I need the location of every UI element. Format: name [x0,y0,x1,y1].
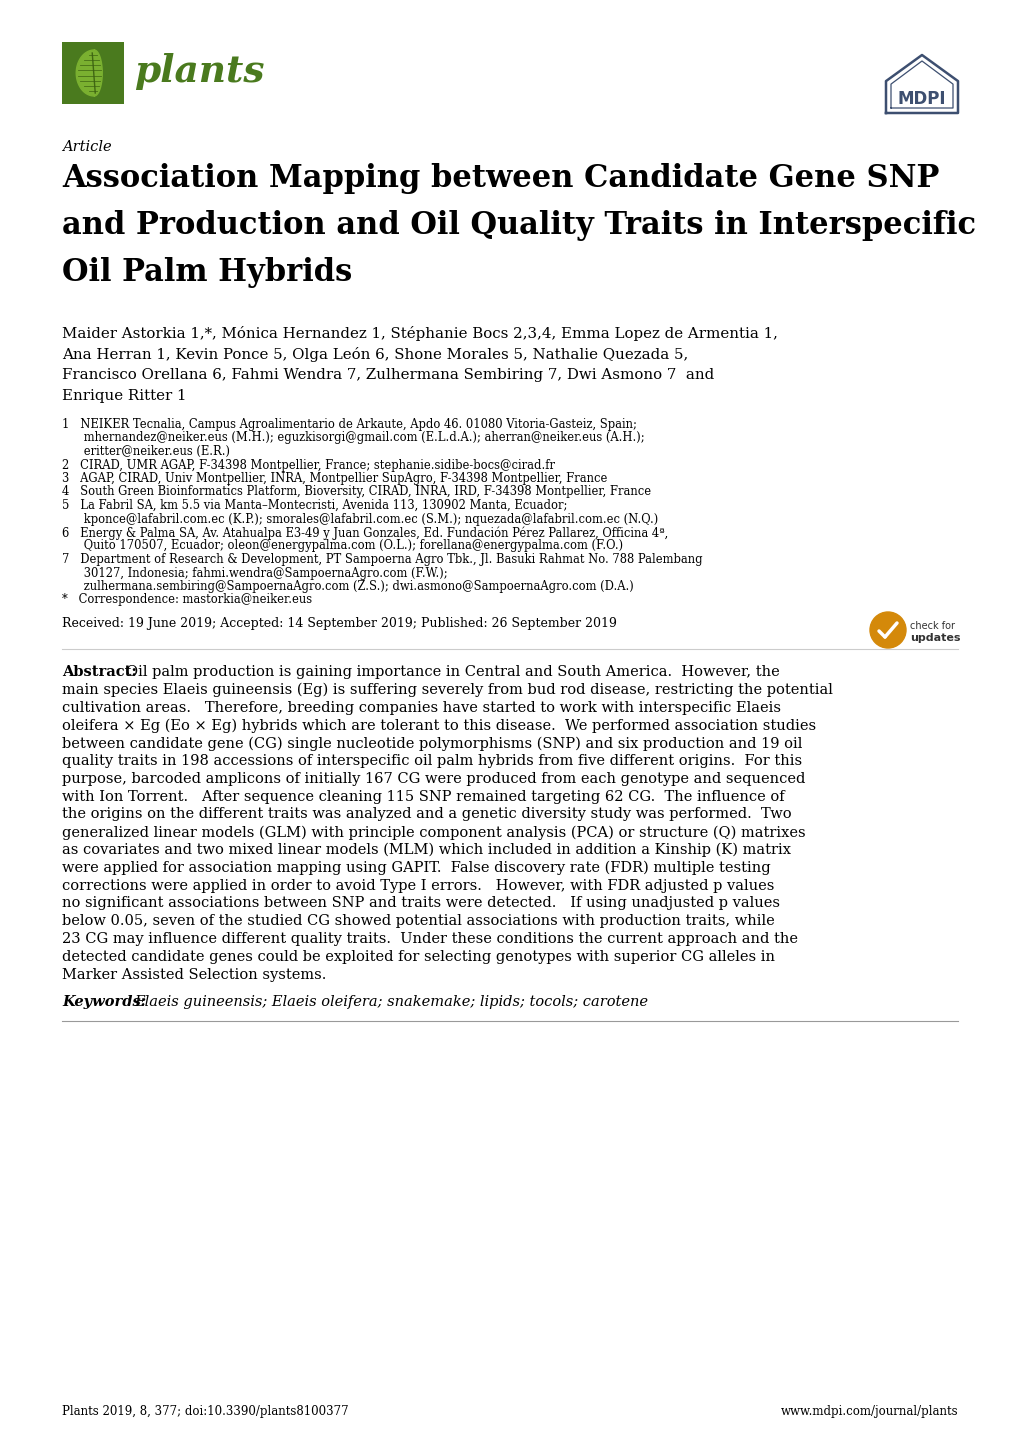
Text: below 0.05, seven of the studied CG showed potential associations with productio: below 0.05, seven of the studied CG show… [62,914,774,929]
Text: 4   South Green Bioinformatics Platform, Bioversity, CIRAD, INRA, IRD, F-34398 M: 4 South Green Bioinformatics Platform, B… [62,486,650,499]
Text: Received: 19 June 2019; Accepted: 14 September 2019; Published: 26 September 201: Received: 19 June 2019; Accepted: 14 Sep… [62,617,616,630]
Text: Elaeis guineensis; Elaeis oleifera; snakemake; lipids; tocols; carotene: Elaeis guineensis; Elaeis oleifera; snak… [133,995,647,1009]
Text: the origins on the different traits was analyzed and a genetic diversity study w: the origins on the different traits was … [62,808,791,822]
Text: with Ion Torrent.   After sequence cleaning 115 SNP remained targeting 62 CG.  T: with Ion Torrent. After sequence cleanin… [62,790,784,803]
Text: check for: check for [909,622,954,632]
Text: 23 CG may influence different quality traits.  Under these conditions the curren: 23 CG may influence different quality tr… [62,932,797,946]
Text: cultivation areas.   Therefore, breeding companies have started to work with int: cultivation areas. Therefore, breeding c… [62,701,781,715]
Text: and Production and Oil Quality Traits in Interspecific: and Production and Oil Quality Traits in… [62,211,975,241]
FancyBboxPatch shape [62,42,124,104]
Text: were applied for association mapping using GAPIT.  False discovery rate (FDR) mu: were applied for association mapping usi… [62,861,770,875]
Text: Abstract:: Abstract: [62,665,137,679]
Text: generalized linear models (GLM) with principle component analysis (PCA) or struc: generalized linear models (GLM) with pri… [62,825,805,839]
Text: Francisco Orellana 6, Fahmi Wendra 7, Zulhermana Sembiring 7, Dwi Asmono 7  and: Francisco Orellana 6, Fahmi Wendra 7, Zu… [62,368,713,382]
Text: no significant associations between SNP and traits were detected.   If using una: no significant associations between SNP … [62,897,780,910]
Text: detected candidate genes could be exploited for selecting genotypes with superio: detected candidate genes could be exploi… [62,950,774,963]
Text: mhernandez@neiker.eus (M.H.); eguzkisorgi@gmail.com (E.L.d.A.); aherran@neiker.e: mhernandez@neiker.eus (M.H.); eguzkisorg… [62,431,644,444]
Text: eritter@neiker.eus (E.R.): eritter@neiker.eus (E.R.) [62,446,229,459]
Text: Marker Assisted Selection systems.: Marker Assisted Selection systems. [62,968,326,982]
Text: 3   AGAP, CIRAD, Univ Montpellier, INRA, Montpellier SupAgro, F-34398 Montpellie: 3 AGAP, CIRAD, Univ Montpellier, INRA, M… [62,472,606,485]
Text: plants: plants [133,52,264,89]
Polygon shape [76,50,102,97]
Text: www.mdpi.com/journal/plants: www.mdpi.com/journal/plants [780,1405,957,1417]
Text: Association Mapping between Candidate Gene SNP: Association Mapping between Candidate Ge… [62,163,938,195]
Text: between candidate gene (CG) single nucleotide polymorphisms (SNP) and six produc: between candidate gene (CG) single nucle… [62,737,802,751]
Text: 2   CIRAD, UMR AGAP, F-34398 Montpellier, France; stephanie.sidibe-bocs@cirad.fr: 2 CIRAD, UMR AGAP, F-34398 Montpellier, … [62,459,554,472]
Text: MDPI: MDPI [897,89,946,108]
Text: 30127, Indonesia; fahmi.wendra@SampoernaAgro.com (F.W.);: 30127, Indonesia; fahmi.wendra@Sampoerna… [62,567,447,580]
Text: 5   La Fabril SA, km 5.5 via Manta–Montecristi, Avenida 113, 130902 Manta, Ecuad: 5 La Fabril SA, km 5.5 via Manta–Montecr… [62,499,567,512]
Text: 7   Department of Research & Development, PT Sampoerna Agro Tbk., Jl. Basuki Rah: 7 Department of Research & Development, … [62,552,702,567]
Text: 1   NEIKER Tecnalia, Campus Agroalimentario de Arkaute, Apdo 46. 01080 Vitoria-G: 1 NEIKER Tecnalia, Campus Agroalimentari… [62,418,636,431]
Text: Article: Article [62,140,111,154]
Text: Maider Astorkia 1,*, Mónica Hernandez 1, Stéphanie Bocs 2,3,4, Emma Lopez de Arm: Maider Astorkia 1,*, Mónica Hernandez 1,… [62,326,777,340]
Text: Oil palm production is gaining importance in Central and South America.  However: Oil palm production is gaining importanc… [126,665,779,679]
Text: Plants 2019, 8, 377; doi:10.3390/plants8100377: Plants 2019, 8, 377; doi:10.3390/plants8… [62,1405,348,1417]
Circle shape [869,611,905,647]
Text: zulhermana.sembiring@SampoernaAgro.com (Z.S.); dwi.asmono@SampoernaAgro.com (D.A: zulhermana.sembiring@SampoernaAgro.com (… [62,580,633,593]
Text: as covariates and two mixed linear models (MLM) which included in addition a Kin: as covariates and two mixed linear model… [62,844,790,858]
Text: Oil Palm Hybrids: Oil Palm Hybrids [62,257,352,288]
Text: Enrique Ritter 1: Enrique Ritter 1 [62,389,186,402]
Text: *   Correspondence: mastorkia@neiker.eus: * Correspondence: mastorkia@neiker.eus [62,594,312,607]
Text: Ana Herran 1, Kevin Ponce 5, Olga León 6, Shone Morales 5, Nathalie Quezada 5,: Ana Herran 1, Kevin Ponce 5, Olga León 6… [62,348,688,362]
Text: oleifera × Eg (Eo × Eg) hybrids which are tolerant to this disease.  We performe: oleifera × Eg (Eo × Eg) hybrids which ar… [62,718,815,733]
Text: updates: updates [909,633,960,643]
Text: quality traits in 198 accessions of interspecific oil palm hybrids from five dif: quality traits in 198 accessions of inte… [62,754,801,769]
Text: Quito 170507, Ecuador; oleon@energypalma.com (O.L.); forellana@energypalma.com (: Quito 170507, Ecuador; oleon@energypalma… [62,539,623,552]
Text: 6   Energy & Palma SA, Av. Atahualpa E3-49 y Juan Gonzales, Ed. Fundación Pérez : 6 Energy & Palma SA, Av. Atahualpa E3-49… [62,526,667,539]
Text: Keywords:: Keywords: [62,995,146,1009]
Text: main species Elaeis guineensis (Eg) is suffering severely from bud rod disease, : main species Elaeis guineensis (Eg) is s… [62,684,833,696]
Text: corrections were applied in order to avoid Type I errors.   However, with FDR ad: corrections were applied in order to avo… [62,878,773,893]
Text: kponce@lafabril.com.ec (K.P.); smorales@lafabril.com.ec (S.M.); nquezada@lafabri: kponce@lafabril.com.ec (K.P.); smorales@… [62,512,657,525]
Text: purpose, barcoded amplicons of initially 167 CG were produced from each genotype: purpose, barcoded amplicons of initially… [62,771,805,786]
